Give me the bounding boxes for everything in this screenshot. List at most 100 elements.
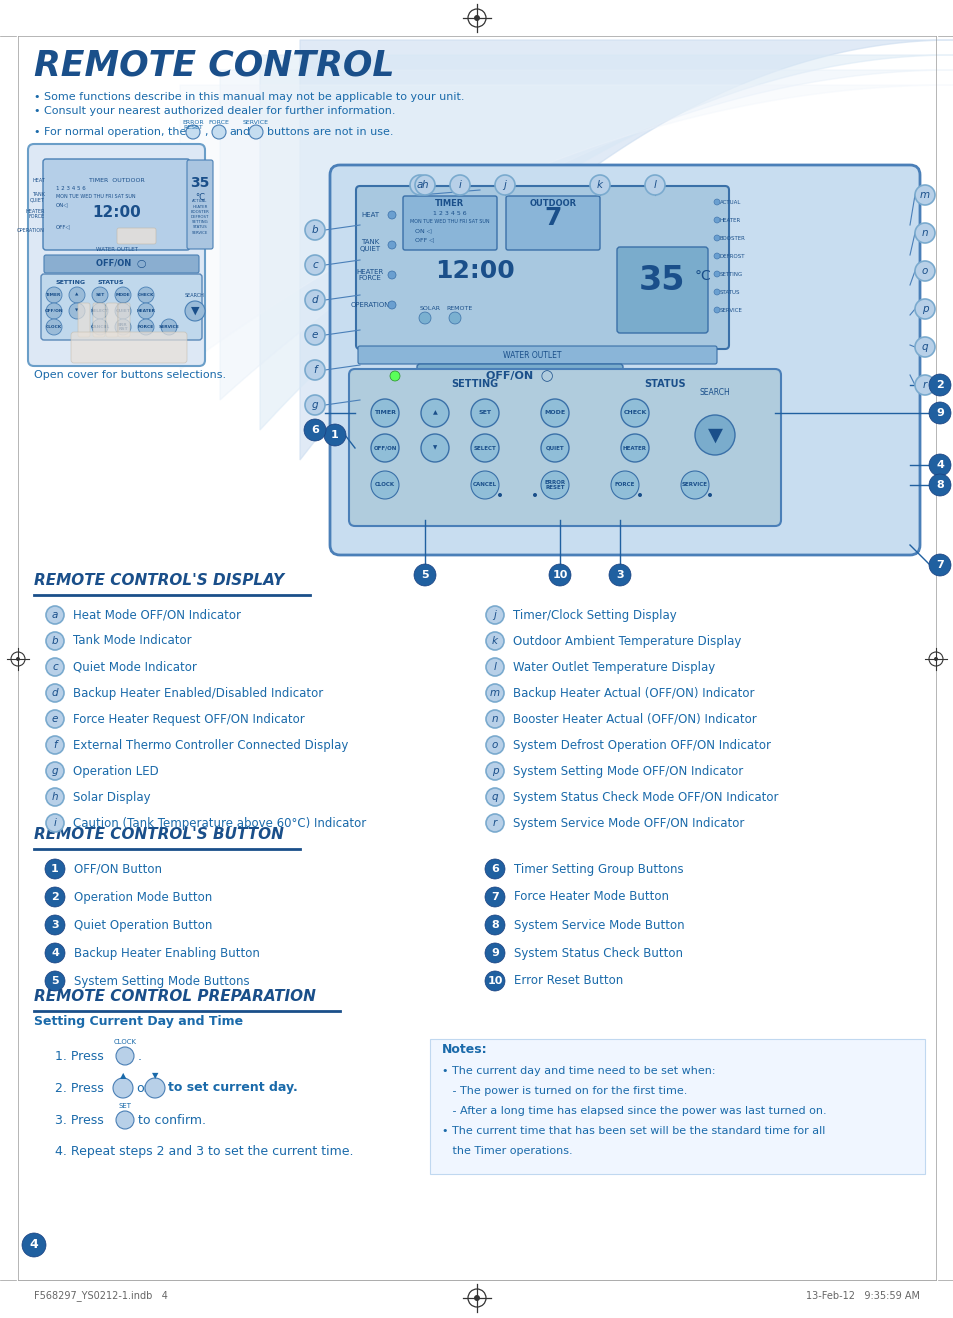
Circle shape (115, 319, 131, 335)
Circle shape (713, 253, 720, 260)
Text: g: g (51, 766, 58, 776)
Text: Setting Current Day and Time: Setting Current Day and Time (34, 1015, 243, 1028)
FancyBboxPatch shape (430, 1039, 924, 1174)
Circle shape (138, 287, 153, 303)
Text: TIMER: TIMER (435, 199, 464, 208)
Text: 35: 35 (639, 264, 684, 297)
Circle shape (305, 326, 325, 345)
Text: Backup Heater Enabled/Disabled Indicator: Backup Heater Enabled/Disabled Indicator (73, 687, 323, 700)
Text: 7: 7 (935, 560, 943, 569)
Text: SEARCH: SEARCH (185, 293, 205, 298)
Circle shape (589, 175, 609, 195)
Text: 5: 5 (51, 977, 59, 986)
Text: c: c (52, 662, 58, 672)
Text: MON TUE WED THU FRI SAT SUN: MON TUE WED THU FRI SAT SUN (410, 219, 489, 224)
Circle shape (638, 493, 641, 497)
Polygon shape (299, 40, 953, 460)
Text: ON◁: ON◁ (56, 202, 69, 207)
Circle shape (116, 1111, 133, 1130)
Circle shape (540, 399, 568, 427)
Circle shape (548, 564, 571, 587)
Text: External Thermo Controller Connected Display: External Thermo Controller Connected Dis… (73, 738, 348, 751)
Text: ▲: ▲ (75, 293, 78, 297)
Circle shape (914, 376, 934, 395)
Circle shape (484, 942, 504, 963)
Text: System Service Mode OFF/ON Indicator: System Service Mode OFF/ON Indicator (513, 816, 743, 829)
Circle shape (485, 684, 503, 702)
Text: HEATER: HEATER (720, 217, 740, 223)
Text: MODE: MODE (544, 410, 565, 415)
FancyBboxPatch shape (505, 196, 599, 250)
Text: OPERATION: OPERATION (17, 228, 45, 233)
Circle shape (249, 125, 263, 138)
Circle shape (46, 710, 64, 728)
Circle shape (713, 272, 720, 277)
FancyBboxPatch shape (117, 228, 156, 244)
Text: SERVICE: SERVICE (681, 482, 707, 488)
Text: ▼: ▼ (152, 1072, 158, 1079)
Text: 2: 2 (51, 892, 59, 902)
Text: FORCE: FORCE (138, 326, 154, 330)
Text: Backup Heater Actual (OFF/ON) Indicator: Backup Heater Actual (OFF/ON) Indicator (513, 687, 754, 700)
Text: Quiet Mode Indicator: Quiet Mode Indicator (73, 660, 196, 673)
Text: .: . (138, 1049, 142, 1062)
Text: 8: 8 (491, 920, 498, 931)
Text: e: e (51, 714, 58, 724)
Circle shape (46, 606, 64, 623)
Text: System Status Check Mode OFF/ON Indicator: System Status Check Mode OFF/ON Indicato… (513, 791, 778, 804)
Text: m: m (490, 688, 499, 699)
Text: • Some functions describe in this manual may not be applicable to your unit.: • Some functions describe in this manual… (34, 92, 464, 101)
Circle shape (713, 217, 720, 223)
Circle shape (485, 815, 503, 832)
Circle shape (495, 175, 515, 195)
Text: Force Heater Request OFF/ON Indicator: Force Heater Request OFF/ON Indicator (73, 713, 304, 725)
Text: 12:00: 12:00 (435, 260, 515, 283)
Circle shape (485, 710, 503, 728)
Text: 9: 9 (491, 948, 498, 958)
Text: ERROR: ERROR (182, 120, 204, 125)
Text: 3. Press: 3. Press (55, 1114, 104, 1127)
Text: OFF/ON  ◯: OFF/ON ◯ (96, 260, 147, 269)
Circle shape (485, 658, 503, 676)
Circle shape (46, 762, 64, 780)
Circle shape (484, 859, 504, 879)
FancyBboxPatch shape (416, 364, 622, 387)
Circle shape (497, 493, 501, 497)
Circle shape (620, 399, 648, 427)
Text: OFF◁: OFF◁ (56, 224, 71, 229)
Text: CLOCK: CLOCK (46, 326, 62, 330)
Text: 2: 2 (935, 380, 943, 390)
Text: n: n (921, 228, 927, 239)
Circle shape (914, 261, 934, 281)
Text: SETTING: SETTING (720, 272, 742, 277)
Circle shape (713, 235, 720, 241)
Text: m: m (919, 190, 929, 200)
FancyBboxPatch shape (92, 303, 105, 337)
Circle shape (116, 1046, 133, 1065)
FancyBboxPatch shape (28, 144, 205, 366)
Text: BOOSTER: BOOSTER (720, 236, 745, 240)
Circle shape (46, 287, 62, 303)
Text: p: p (491, 766, 497, 776)
FancyBboxPatch shape (617, 246, 707, 333)
Text: d: d (51, 688, 58, 699)
Circle shape (484, 915, 504, 934)
Text: 6: 6 (491, 865, 498, 874)
Circle shape (46, 658, 64, 676)
Text: or: or (136, 1082, 149, 1094)
Circle shape (46, 788, 64, 807)
Text: ▼: ▼ (707, 426, 721, 444)
Circle shape (928, 402, 950, 424)
Text: 2. Press: 2. Press (55, 1082, 104, 1094)
Circle shape (46, 735, 64, 754)
Circle shape (485, 762, 503, 780)
Text: REMOTE CONTROL'S DISPLAY: REMOTE CONTROL'S DISPLAY (34, 573, 284, 588)
Circle shape (388, 211, 395, 219)
Text: CHECK: CHECK (622, 410, 646, 415)
FancyBboxPatch shape (71, 332, 187, 362)
Circle shape (928, 554, 950, 576)
Text: SOLAR: SOLAR (419, 306, 440, 311)
Text: QUIET: QUIET (115, 308, 131, 312)
Circle shape (115, 303, 131, 319)
Text: REMOTE CONTROL: REMOTE CONTROL (34, 49, 395, 83)
